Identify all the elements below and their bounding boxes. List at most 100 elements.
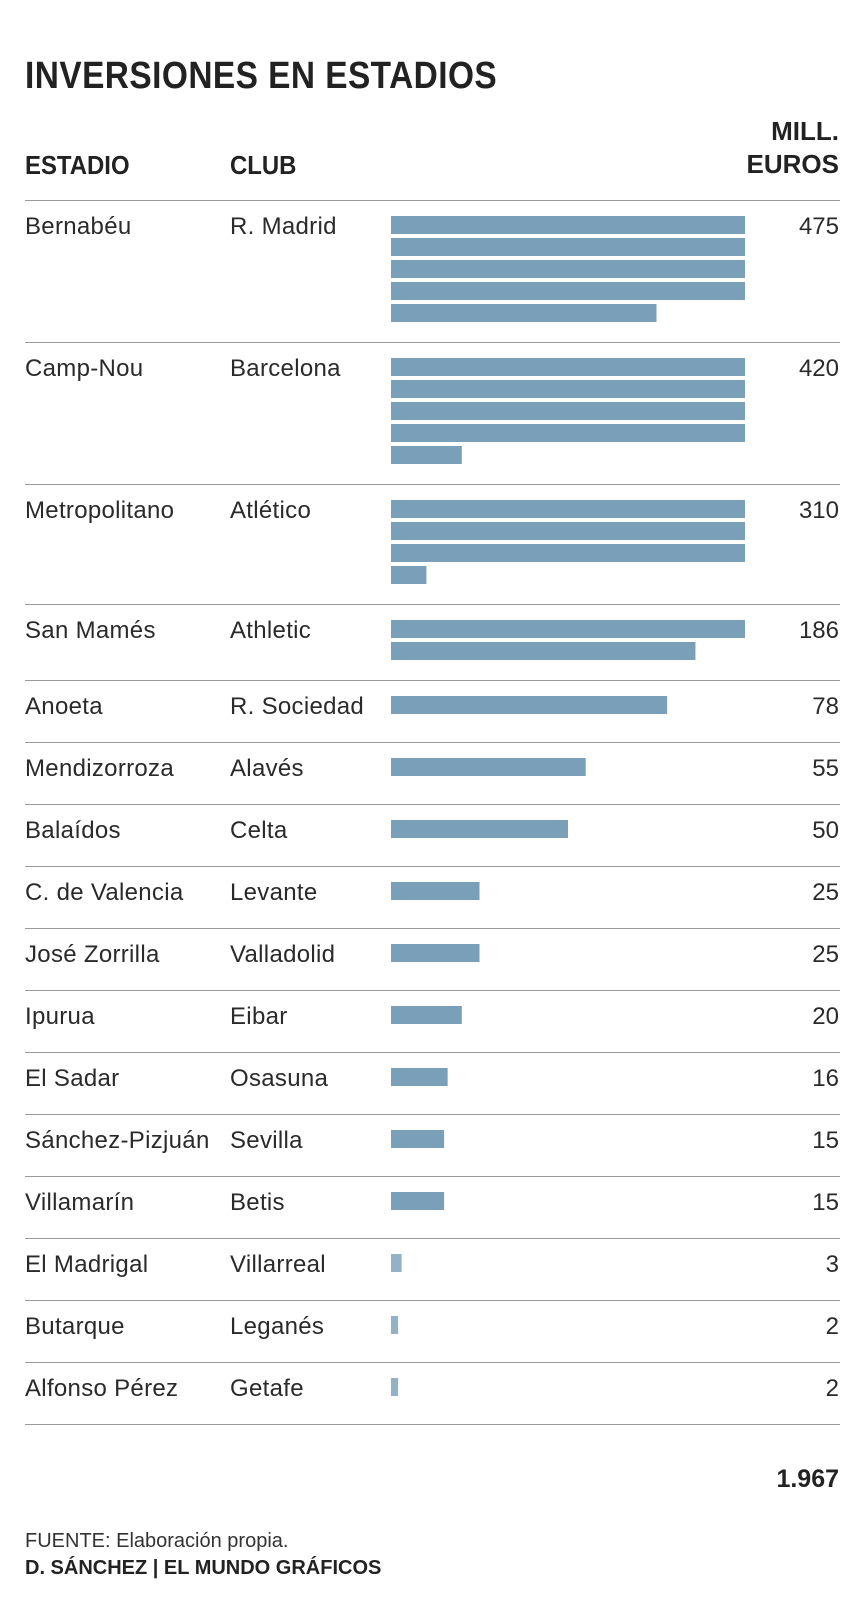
row-rule bbox=[25, 680, 840, 681]
club-name: Villarreal bbox=[230, 1251, 326, 1278]
value-label: 3 bbox=[825, 1251, 839, 1278]
row-rule bbox=[25, 804, 840, 805]
value-label: 15 bbox=[812, 1189, 839, 1216]
club-name: Athletic bbox=[230, 617, 312, 644]
bar-segment bbox=[391, 424, 745, 442]
stadium-name: C. de Valencia bbox=[25, 879, 184, 906]
bar-segment bbox=[391, 260, 745, 278]
bar-segment bbox=[391, 1130, 445, 1148]
value-label: 475 bbox=[798, 213, 839, 240]
bar-segment bbox=[391, 1192, 445, 1210]
bar-segment bbox=[391, 216, 745, 234]
bar-segment bbox=[391, 620, 745, 638]
bar-segment bbox=[391, 820, 568, 838]
credit-line: D. SÁNCHEZ | EL MUNDO GRÁFICOS bbox=[25, 1557, 382, 1579]
stadium-name: El Sadar bbox=[25, 1065, 120, 1092]
bar-segment bbox=[391, 238, 745, 256]
total-value: 1.967 bbox=[776, 1465, 839, 1493]
row-rule bbox=[25, 742, 840, 743]
bar-segment bbox=[391, 522, 745, 540]
value-label: 16 bbox=[812, 1065, 839, 1092]
club-name: Levante bbox=[230, 879, 318, 906]
bar-segment bbox=[391, 544, 745, 562]
header-unit-line1: MILL. bbox=[771, 116, 839, 146]
stadium-name: Anoeta bbox=[25, 693, 103, 720]
bar-segment bbox=[391, 446, 462, 464]
row-rule bbox=[25, 342, 840, 343]
header-stadium: ESTADIO bbox=[25, 150, 130, 180]
row-rule bbox=[25, 1176, 840, 1177]
value-label: 20 bbox=[812, 1003, 839, 1030]
row-rule bbox=[25, 1052, 840, 1053]
stadium-name: San Mamés bbox=[25, 617, 156, 644]
stadium-name: Metropolitano bbox=[25, 497, 175, 524]
header-club: CLUB bbox=[230, 150, 297, 180]
club-name: Eibar bbox=[230, 1003, 288, 1030]
bar-segment bbox=[391, 1068, 448, 1086]
row-rule bbox=[25, 484, 840, 485]
bar-segment bbox=[391, 402, 745, 420]
row-rule bbox=[25, 1424, 840, 1425]
row-rule bbox=[25, 604, 840, 605]
stadium-name: Alfonso Pérez bbox=[25, 1375, 179, 1402]
club-name: Getafe bbox=[230, 1375, 304, 1402]
club-name: Betis bbox=[230, 1189, 285, 1216]
row-rule bbox=[25, 928, 840, 929]
bar-segment bbox=[391, 1254, 402, 1272]
row-rule bbox=[25, 866, 840, 867]
club-name: Leganés bbox=[230, 1313, 325, 1340]
value-label: 2 bbox=[825, 1375, 839, 1402]
value-label: 420 bbox=[798, 355, 839, 382]
value-label: 50 bbox=[812, 817, 839, 844]
bar-segment bbox=[391, 1006, 462, 1024]
value-label: 25 bbox=[812, 879, 839, 906]
club-name: Celta bbox=[230, 817, 288, 844]
stadium-name: Sánchez-Pizjuán bbox=[25, 1127, 210, 1154]
value-label: 78 bbox=[812, 693, 839, 720]
value-label: 15 bbox=[812, 1127, 839, 1154]
club-name: Alavés bbox=[230, 755, 304, 782]
bar-segment bbox=[391, 304, 657, 322]
bar-segment bbox=[391, 944, 480, 962]
stadium-name: Camp-Nou bbox=[25, 355, 144, 382]
club-name: R. Sociedad bbox=[230, 693, 365, 720]
value-label: 310 bbox=[798, 497, 839, 524]
header-unit: MILL. EUROS bbox=[747, 115, 839, 181]
bar-segment bbox=[391, 282, 745, 300]
row-rule bbox=[25, 990, 840, 991]
stadium-name: Ipurua bbox=[25, 1003, 95, 1030]
header-unit-line2: EUROS bbox=[746, 149, 839, 179]
bar-segment bbox=[391, 1378, 399, 1396]
stadium-name: Balaídos bbox=[25, 817, 121, 844]
value-label: 186 bbox=[798, 617, 839, 644]
bar-segment bbox=[391, 882, 480, 900]
row-rule bbox=[25, 1114, 840, 1115]
source-note: FUENTE: Elaboración propia. bbox=[25, 1530, 289, 1552]
stadium-name: Villamarín bbox=[25, 1189, 135, 1216]
club-name: Sevilla bbox=[230, 1127, 303, 1154]
value-label: 55 bbox=[812, 755, 839, 782]
bar-segment bbox=[391, 566, 427, 584]
club-name: Barcelona bbox=[230, 355, 341, 382]
stadium-name: El Madrigal bbox=[25, 1251, 149, 1278]
bar-segment bbox=[391, 358, 745, 376]
bar-segment bbox=[391, 500, 745, 518]
stadium-name: Bernabéu bbox=[25, 213, 132, 240]
stadium-name: Mendizorroza bbox=[25, 755, 174, 782]
chart-title: INVERSIONES EN ESTADIOS bbox=[25, 55, 498, 97]
bar-segment bbox=[391, 1316, 399, 1334]
row-rule bbox=[25, 1238, 840, 1239]
row-rule bbox=[25, 1362, 840, 1363]
club-name: Valladolid bbox=[230, 941, 336, 968]
bar-segment bbox=[391, 696, 668, 714]
bar-segment bbox=[391, 380, 745, 398]
bar-segment bbox=[391, 642, 696, 660]
club-name: Atlético bbox=[230, 497, 312, 524]
club-name: Osasuna bbox=[230, 1065, 329, 1092]
header-rule bbox=[25, 200, 840, 201]
club-name: R. Madrid bbox=[230, 213, 337, 240]
stadium-name: Butarque bbox=[25, 1313, 125, 1340]
bar-segment bbox=[391, 758, 586, 776]
value-label: 25 bbox=[812, 941, 839, 968]
